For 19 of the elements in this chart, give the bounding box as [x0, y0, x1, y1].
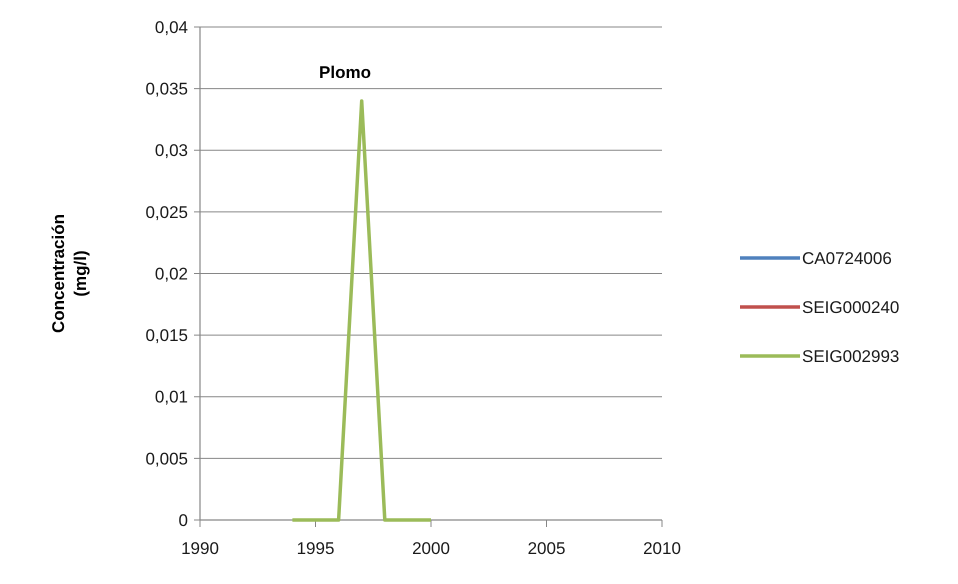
y-tick-label: 0,005	[145, 449, 188, 468]
x-tick-label: 1990	[181, 539, 219, 558]
y-tick-label: 0,03	[154, 141, 188, 160]
y-axis-title: Concentración (mg/l)	[49, 214, 90, 334]
x-tick-label: 2010	[643, 539, 681, 558]
legend-label: SEIG002993	[802, 346, 900, 366]
y-tick-label: 0,04	[154, 18, 188, 37]
x-tick-label: 1995	[296, 539, 334, 558]
y-tick-label: 0,025	[145, 202, 188, 222]
x-tick-label: 2000	[412, 539, 450, 558]
legend-label: CA0724006	[802, 248, 892, 268]
legend-label: SEIG000240	[802, 298, 900, 317]
y-tick-label: 0	[178, 510, 188, 530]
text: Plomo	[319, 63, 371, 82]
y-tick-label: 0,015	[145, 326, 188, 346]
x-tick-label: 2005	[528, 539, 566, 558]
y-tick-label: 0,02	[154, 264, 188, 284]
y-tick-label: 0,01	[154, 388, 188, 407]
y-tick-label: 0,035	[145, 80, 188, 99]
